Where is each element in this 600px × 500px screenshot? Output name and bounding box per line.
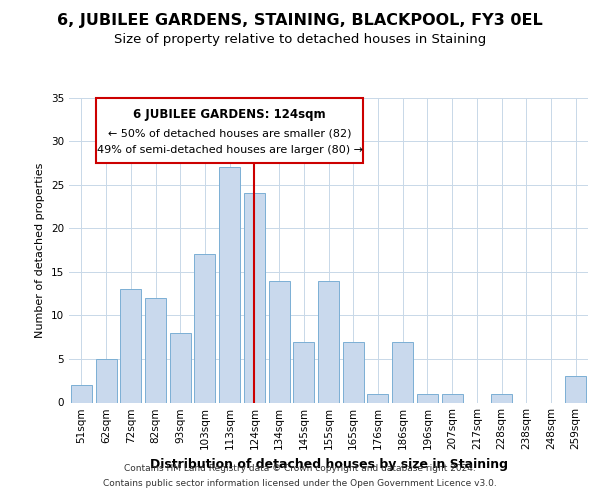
Text: ← 50% of detached houses are smaller (82): ← 50% of detached houses are smaller (82… <box>108 128 352 138</box>
Text: 49% of semi-detached houses are larger (80) →: 49% of semi-detached houses are larger (… <box>97 146 362 156</box>
Bar <box>95 359 116 403</box>
Text: 6, JUBILEE GARDENS, STAINING, BLACKPOOL, FY3 0EL: 6, JUBILEE GARDENS, STAINING, BLACKPOOL,… <box>57 12 543 28</box>
Bar <box>318 280 339 402</box>
Text: Contains HM Land Registry data © Crown copyright and database right 2024.: Contains HM Land Registry data © Crown c… <box>124 464 476 473</box>
Bar <box>219 167 240 402</box>
Bar <box>565 376 586 402</box>
Bar <box>269 280 290 402</box>
Text: Size of property relative to detached houses in Staining: Size of property relative to detached ho… <box>114 32 486 46</box>
FancyBboxPatch shape <box>96 98 363 163</box>
Bar <box>442 394 463 402</box>
X-axis label: Distribution of detached houses by size in Staining: Distribution of detached houses by size … <box>149 458 508 471</box>
Bar <box>71 385 92 402</box>
Bar <box>491 394 512 402</box>
Bar <box>244 194 265 402</box>
Text: Contains public sector information licensed under the Open Government Licence v3: Contains public sector information licen… <box>103 479 497 488</box>
Bar <box>293 342 314 402</box>
Bar <box>145 298 166 403</box>
Bar <box>417 394 438 402</box>
Bar <box>367 394 388 402</box>
Bar <box>343 342 364 402</box>
Text: 6 JUBILEE GARDENS: 124sqm: 6 JUBILEE GARDENS: 124sqm <box>133 108 326 121</box>
Bar <box>194 254 215 402</box>
Bar <box>392 342 413 402</box>
Bar <box>120 289 141 403</box>
Y-axis label: Number of detached properties: Number of detached properties <box>35 162 46 338</box>
Bar <box>170 333 191 402</box>
